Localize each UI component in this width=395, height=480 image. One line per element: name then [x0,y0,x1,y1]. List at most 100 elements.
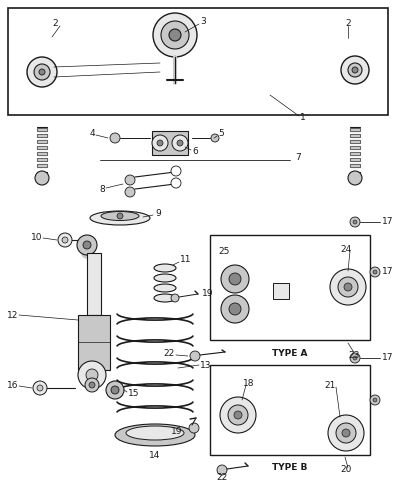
Text: 17: 17 [382,267,393,276]
Circle shape [86,369,98,381]
Circle shape [373,398,377,402]
Bar [37,134,47,137]
Circle shape [370,267,380,277]
Bar [37,128,47,131]
Text: 1: 1 [300,113,306,122]
Text: 23: 23 [348,351,359,360]
Bar [350,146,360,149]
Text: 6: 6 [192,147,198,156]
Bar [37,140,47,143]
Text: 17: 17 [382,217,393,227]
Circle shape [78,361,106,389]
Text: 12: 12 [7,311,18,320]
Circle shape [221,295,249,323]
Circle shape [229,303,241,315]
Circle shape [217,465,227,475]
Circle shape [58,233,72,247]
Circle shape [106,381,124,399]
Text: 5: 5 [218,130,224,139]
Circle shape [353,356,357,360]
Bar [87,253,101,315]
Text: 8: 8 [99,185,105,194]
Circle shape [352,67,358,73]
Bar [37,158,47,161]
Bar [350,152,360,155]
Ellipse shape [90,211,150,225]
Circle shape [153,13,197,57]
Ellipse shape [154,264,176,272]
Text: 7: 7 [295,154,301,163]
Bar [210,235,370,340]
Text: 11: 11 [180,255,192,264]
Bar [37,128,47,131]
Circle shape [110,133,120,143]
Bar [350,152,360,155]
Circle shape [342,429,350,437]
Circle shape [211,134,219,142]
Polygon shape [90,74,310,90]
Bar [350,158,360,161]
Circle shape [330,269,366,305]
Circle shape [35,171,49,185]
Text: 18: 18 [243,379,254,387]
Ellipse shape [154,294,176,302]
Text: 17: 17 [382,353,393,362]
Circle shape [234,411,242,419]
Circle shape [348,171,362,185]
Bar [8,8,388,115]
Bar [350,134,360,137]
Circle shape [370,395,380,405]
Bar [210,365,370,455]
Circle shape [171,178,181,188]
Circle shape [62,237,68,243]
Circle shape [344,283,352,291]
Circle shape [83,241,91,249]
Bar [350,134,360,137]
Circle shape [328,415,364,451]
Bar [273,283,289,299]
Text: TYPE A: TYPE A [272,349,308,359]
Circle shape [117,213,123,219]
Polygon shape [243,279,338,303]
Ellipse shape [126,426,184,440]
Bar [350,140,360,143]
Circle shape [33,381,47,395]
Text: 21: 21 [324,381,335,389]
Circle shape [37,385,43,391]
Circle shape [77,235,97,255]
Text: 13: 13 [200,360,211,370]
Text: 9: 9 [155,209,161,218]
Circle shape [229,273,241,285]
Text: 10: 10 [30,232,42,241]
Bar [350,140,360,143]
Circle shape [348,63,362,77]
Text: 19: 19 [171,428,182,436]
Text: 3: 3 [200,17,206,26]
Bar [37,152,47,155]
Bar [37,164,47,167]
Bar [350,128,360,131]
Ellipse shape [101,212,139,220]
Circle shape [189,423,199,433]
Circle shape [228,405,248,425]
Circle shape [221,265,249,293]
Bar [37,164,47,167]
Circle shape [350,217,360,227]
Circle shape [85,378,99,392]
Circle shape [152,135,168,151]
Circle shape [161,21,189,49]
Text: 20: 20 [340,466,352,475]
Circle shape [89,382,95,388]
Ellipse shape [154,284,176,292]
Text: 22: 22 [216,473,228,480]
Circle shape [172,135,188,151]
Bar [350,146,360,149]
Text: 24: 24 [340,244,351,253]
Circle shape [177,140,183,146]
Ellipse shape [154,274,176,282]
Text: 15: 15 [128,388,139,397]
Circle shape [336,423,356,443]
Text: 2: 2 [52,20,58,28]
Circle shape [169,29,181,41]
Bar [350,164,360,167]
